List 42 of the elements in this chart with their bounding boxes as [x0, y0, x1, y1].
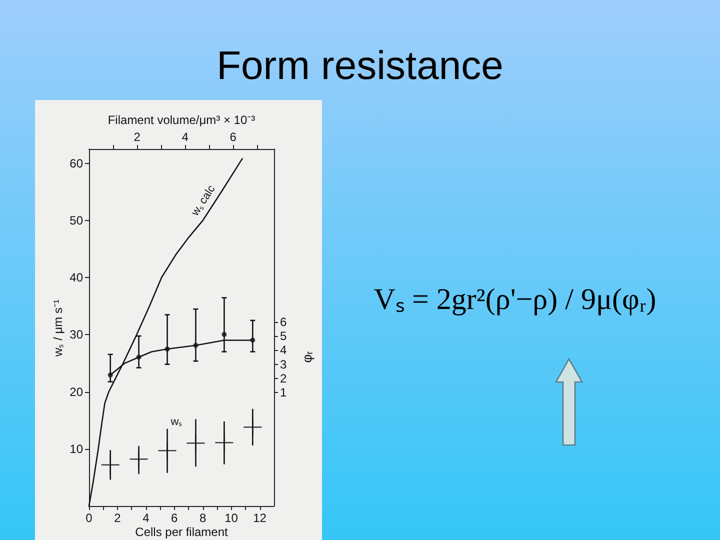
y-tick-label: 60	[70, 156, 84, 170]
y2-tick-label: 4	[280, 343, 287, 358]
text: wₛ calc	[189, 183, 218, 218]
y-tick-label: 50	[70, 213, 84, 228]
point	[164, 346, 170, 352]
point	[244, 418, 262, 436]
y2-axis-title: φᵣ	[300, 351, 314, 364]
y2-tick-label: 6	[280, 314, 287, 329]
series-label: wₛ	[170, 416, 182, 428]
point	[101, 456, 120, 474]
x2-tick-label: 4	[182, 130, 189, 144]
point	[136, 354, 142, 360]
x-tick-label: 6	[171, 511, 178, 525]
point	[215, 434, 234, 452]
y2-tick-label: 5	[280, 329, 287, 343]
y-tick-label: 20	[70, 384, 84, 399]
y-tick-label: 10	[70, 442, 84, 456]
point	[193, 342, 198, 348]
x-tick-label: 0	[86, 511, 93, 525]
point	[222, 332, 227, 337]
y-tick-label: 30	[70, 328, 84, 342]
text: Form resistance	[216, 44, 504, 88]
point	[108, 372, 113, 378]
x-tick-label: 2	[114, 511, 122, 525]
x2-axis-title: Filament volume/μm³ × 10⁻³	[108, 113, 256, 127]
x2-tick-label: 2	[134, 130, 141, 144]
x-tick-label: 8	[200, 511, 206, 525]
y2-tick-label: 1	[280, 386, 287, 400]
text: Vₛ = 2gr²(ρ'−ρ) / 9μ(φᵣ)	[374, 283, 656, 316]
y2-tick-label: 3	[280, 357, 287, 372]
x-tick-label: 10	[224, 511, 238, 525]
point	[130, 450, 148, 468]
point	[250, 338, 256, 343]
point	[158, 442, 176, 460]
point	[186, 434, 205, 452]
y2-tick-label: 2	[280, 372, 287, 386]
x-tick-label: 12	[253, 511, 267, 525]
y-tick-label: 40	[70, 270, 84, 285]
x2-tick-label: 6	[230, 130, 237, 144]
x-axis-title: Cells per filament	[135, 525, 228, 539]
y-axis-title: wₛ / μm s⁻¹	[51, 299, 65, 356]
x-tick-label: 4	[142, 511, 150, 525]
